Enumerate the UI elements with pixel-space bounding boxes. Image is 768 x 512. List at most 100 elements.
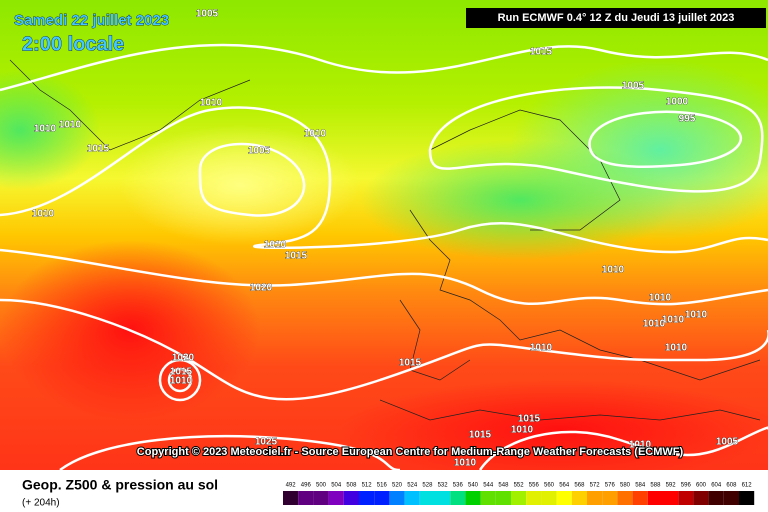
isobar-label: 1010 [200,98,223,109]
legend-label: 496 [301,483,312,489]
green-area [360,140,680,260]
isobar-label: 1005 [248,146,271,157]
isobar-label: 995 [679,114,696,125]
legend-label: 524 [407,483,418,489]
legend-swatch [678,491,694,505]
legend-label: 548 [498,483,509,489]
isobar-label: 1000 [666,97,689,108]
legend-label: 592 [666,483,677,489]
legend-swatch [663,491,679,505]
legend-label: 588 [650,483,661,489]
isobar-label: 1015 [518,414,541,425]
isobar-label: 1010 [649,293,672,304]
isobar-label: 1025 [255,437,278,448]
legend-swatch [328,491,344,505]
isobar-label: 1010 [454,458,477,469]
legend-label: 556 [529,483,540,489]
legend-label: 520 [392,483,403,489]
legend-label: 568 [574,483,585,489]
legend-swatch [313,491,329,505]
isobar-label: 1010 [662,315,685,326]
legend-swatch [359,491,375,505]
legend-swatch [541,491,557,505]
legend-label: 564 [559,483,570,489]
isobar-label: 1005 [196,9,219,20]
legend-label: 540 [468,483,479,489]
isobar-label: 1015 [530,47,553,58]
run-info: Run ECMWF 0.4° 12 Z du Jeudi 13 juillet … [498,12,735,24]
isobar-label: 1005 [716,437,739,448]
legend-swatch [435,491,451,505]
isobar-label: 1010 [59,120,82,131]
color-legend: 492 496 500 504 508 512 516 520 524 528 532 536 540 5… [283,483,755,505]
legend-label: 600 [696,483,707,489]
legend-swatch [480,491,496,505]
legend-swatch [374,491,390,505]
legend-swatch [617,491,633,505]
isobar-label: 1015 [285,251,308,262]
isobar-label: 1010 [304,129,327,140]
legend-label: 532 [438,483,449,489]
legend-label: 508 [346,483,357,489]
legend-swatch [647,491,663,505]
run-box [466,8,766,28]
isobar-label: 1010 [264,240,287,251]
legend-label: 528 [422,483,433,489]
isobar-label: 1010 [511,425,534,436]
isobar-label: 1010 [665,343,688,354]
green-area [0,70,100,190]
legend-label: 580 [620,483,631,489]
isobar-label: 1010 [32,209,55,220]
copyright: Copyright © 2023 Meteociel.fr - Source E… [137,446,684,458]
legend-label: 584 [635,483,646,489]
isobar-label: 1020 [250,283,273,294]
hot-area [340,380,768,480]
legend-swatch [511,491,527,505]
isobar-label: 1010 [34,124,57,135]
legend-label: 516 [377,483,388,489]
legend-swatch [739,491,755,505]
legend-label: 512 [362,483,373,489]
legend-swatch [404,491,420,505]
isobar-label: 1015 [469,430,492,441]
isobar-label: 1010 [530,343,553,354]
legend-swatch [708,491,724,505]
legend-swatch [450,491,466,505]
isobar-label: 1015 [87,144,110,155]
isobar-label: 1010 [602,265,625,276]
legend-label: 504 [331,483,342,489]
legend-swatch [693,491,709,505]
isobar-label: 1010 [685,310,708,321]
footer-lead: (+ 204h) [22,498,60,509]
legend-swatch [465,491,481,505]
isobar-label: 1020 [172,353,195,364]
legend-label: 596 [681,483,692,489]
legend-label: 500 [316,483,327,489]
legend-label: 536 [453,483,464,489]
legend-swatch [587,491,603,505]
forecast-date: Samedi 22 juillet 2023 [14,12,169,29]
forecast-time: 2:00 locale [22,33,124,55]
legend-swatch [571,491,587,505]
legend-swatch [602,491,618,505]
legend-label: 544 [483,483,494,489]
isobar-label: 1010 [170,376,193,387]
isobar-label: 1010 [643,319,666,330]
isobar-label: 1005 [622,81,645,92]
legend-label: 572 [590,483,601,489]
footer-title: Geop. Z500 & pression au sol [22,477,218,493]
isobar-label: 1010 [629,440,652,451]
isobars [0,43,768,472]
legend-label: 612 [742,483,753,489]
legend-swatch [632,491,648,505]
legend-swatch [526,491,542,505]
isobar-label: 1015 [399,358,422,369]
legend-swatch [343,491,359,505]
legend-swatch [495,491,511,505]
legend-label: 552 [514,483,525,489]
coastlines [9,59,761,421]
isobar-label: 1015 [170,367,193,378]
legend-swatch [419,491,435,505]
